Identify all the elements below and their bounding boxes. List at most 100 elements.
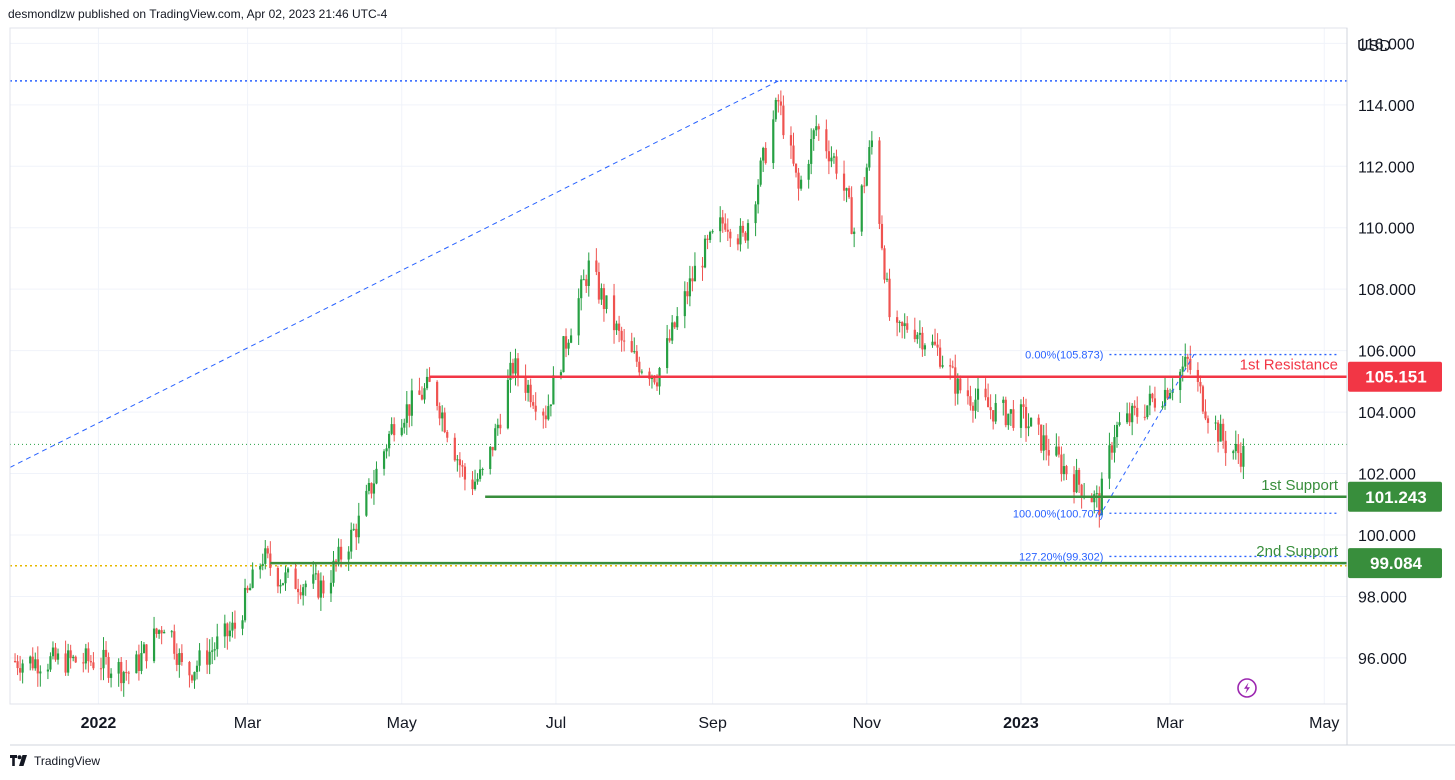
candle-body [830, 157, 833, 162]
candle-body [82, 662, 85, 664]
candle-body [1062, 466, 1066, 475]
candle-body [223, 623, 226, 637]
candle-body [754, 204, 757, 224]
candle-body [1113, 437, 1116, 453]
y-tick-label: 96.000 [1358, 651, 1407, 668]
candle-body [21, 663, 24, 673]
candle-body [921, 332, 924, 350]
candle-body [1047, 450, 1050, 456]
candle-body [443, 412, 446, 433]
candle-body [276, 568, 280, 587]
candle-body [668, 338, 671, 341]
candle-body [913, 329, 916, 340]
candle-body [597, 271, 600, 300]
candle-body [853, 231, 856, 234]
candle-body [739, 225, 742, 245]
candle-body [241, 620, 244, 629]
candle-body [683, 291, 686, 317]
candle-body [173, 631, 176, 654]
candle-body [918, 332, 921, 335]
candle-body [1115, 425, 1119, 438]
candle-body [29, 656, 32, 664]
candle-body [1007, 413, 1010, 426]
candle-body [446, 432, 449, 438]
candle-body [524, 375, 527, 393]
candle-body [249, 587, 252, 591]
candle-body [1065, 466, 1068, 475]
candle-body [949, 365, 952, 367]
candle-body [92, 662, 95, 669]
candle-body [923, 345, 927, 350]
candle-body [1128, 413, 1131, 423]
candle-body [542, 411, 545, 416]
candle-body [1029, 417, 1033, 427]
candle-body [1224, 440, 1227, 454]
candle-body [534, 405, 537, 412]
candle-body [211, 650, 214, 652]
candle-body [1108, 445, 1111, 479]
candle-body [686, 291, 689, 297]
x-tick-label: May [1309, 715, 1339, 732]
candle-body [567, 342, 570, 349]
candle-body [135, 654, 138, 674]
candle-body [178, 653, 181, 665]
candle-body [423, 388, 426, 400]
candle-body [322, 580, 325, 594]
candle-body [1166, 389, 1169, 399]
price-badge [1348, 481, 1442, 512]
candle-body [246, 587, 249, 591]
y-tick-label: 98.000 [1358, 589, 1407, 606]
candle-body [569, 335, 573, 343]
candle-body [1019, 404, 1023, 428]
currency-label: USD [1357, 38, 1391, 55]
candle-body [1131, 405, 1134, 423]
candle-body [549, 404, 552, 407]
candle-body [885, 278, 889, 280]
candle-body [868, 147, 871, 168]
candle-body [789, 135, 793, 146]
candle-body [302, 587, 305, 596]
candle-body [74, 656, 77, 663]
grid [10, 28, 1347, 704]
candle-body [64, 653, 67, 673]
candle-body [989, 407, 992, 411]
candle-body [1004, 399, 1007, 426]
candle-body [1148, 393, 1151, 406]
candle-body [122, 672, 125, 684]
candle-body [471, 479, 474, 490]
candle-body [127, 672, 130, 674]
candle-body [180, 653, 183, 663]
candle-body [633, 351, 636, 353]
candle-body [736, 238, 739, 245]
time-axis[interactable]: 2022 Mar May Jul Sep Nov 2023 Mar May [81, 715, 1340, 732]
candle-body [544, 415, 547, 420]
price-badge-label: 105.151 [1365, 368, 1426, 387]
candle-body [860, 185, 863, 232]
candle-body [1239, 453, 1242, 467]
price-axis[interactable]: 96.000 98.000 100.000 102.000 104.000 106.000… [1358, 36, 1416, 668]
candle-body [458, 459, 461, 466]
candle-body [1002, 399, 1005, 403]
candle-body [99, 668, 103, 670]
candle-body [1009, 409, 1012, 414]
candle-body [782, 105, 785, 136]
candle-body [491, 446, 494, 451]
lightning-icon[interactable] [1237, 678, 1257, 698]
candle-body [1189, 358, 1192, 370]
candle-body [405, 404, 408, 423]
candle-body [511, 362, 515, 374]
candle-body [104, 649, 108, 657]
candle-body [1072, 474, 1076, 493]
candle-body [1060, 454, 1063, 475]
x-tick-label: Nov [853, 715, 881, 732]
x-tick-label: May [387, 715, 417, 732]
candle-body [676, 316, 679, 328]
candle-body [612, 295, 616, 331]
candle-body [951, 366, 954, 368]
candle-body [425, 376, 429, 389]
candle-body [89, 661, 92, 663]
candle-body [372, 483, 376, 494]
candle-body [666, 338, 669, 369]
candle-body [193, 671, 196, 681]
